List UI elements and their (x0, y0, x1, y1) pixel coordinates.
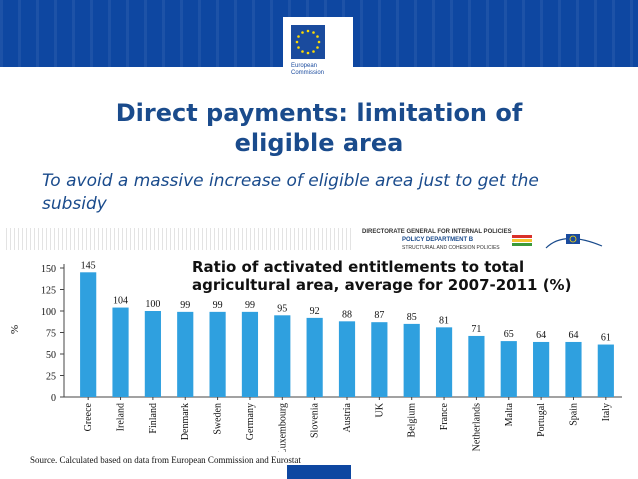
chart-figure: DIRECTORATE GENERAL FOR INTERNAL POLICIE… (4, 224, 634, 474)
bar (597, 344, 614, 397)
x-tick-label: Greece (83, 402, 94, 431)
x-tick-label: UK (374, 402, 385, 417)
y-tick-label: 25 (46, 372, 56, 383)
bar-value-label: 85 (407, 312, 417, 323)
european-parliament-logo-icon (545, 234, 603, 249)
y-tick-label: 125 (41, 286, 56, 297)
x-tick-label: Denmark (180, 403, 191, 440)
y-tick-label: 0 (51, 393, 56, 404)
bar (241, 311, 259, 397)
bar (112, 307, 129, 397)
bar (500, 341, 517, 397)
bar-value-label: 81 (439, 315, 449, 326)
y-tick-label: 100 (41, 307, 56, 318)
footer-tab (287, 465, 351, 479)
logo-line-1: European (291, 63, 318, 69)
bar (533, 341, 550, 397)
bar-value-label: 88 (342, 309, 352, 320)
bar-value-label: 100 (145, 299, 160, 310)
x-tick-label: Finland (148, 403, 159, 434)
bar (435, 327, 453, 397)
policy-department-subtext: STRUCTURAL AND COHESION POLICIES (402, 245, 500, 251)
bar-value-label: 99 (245, 300, 255, 311)
y-axis-label: % (9, 325, 21, 334)
bar-value-label: 99 (213, 300, 223, 311)
bar-chart: Ratio of activated entitlements to total… (9, 258, 622, 452)
x-tick-label: Belgium (407, 403, 418, 438)
bar-value-label: 104 (113, 296, 128, 307)
bar-value-label: 61 (601, 333, 611, 344)
bar (80, 272, 97, 397)
x-tick-label: Slovenia (310, 402, 321, 438)
bar (338, 321, 356, 397)
logo-line-2: Commission (291, 70, 325, 76)
x-tick-label: Sweden (213, 403, 224, 435)
y-tick-label: 50 (46, 350, 56, 361)
bar-value-label: 65 (504, 329, 514, 340)
european-commission-logo: European Commission (283, 17, 353, 87)
dotted-strip (6, 228, 354, 250)
bar-value-label: 64 (536, 330, 546, 341)
x-tick-label: Spain (568, 403, 579, 426)
figure-header: DIRECTORATE GENERAL FOR INTERNAL POLICIE… (4, 224, 634, 254)
bar (274, 315, 291, 397)
bar-value-label: 145 (81, 260, 96, 271)
directorate-text: DIRECTORATE GENERAL FOR INTERNAL POLICIE… (362, 229, 512, 235)
slide-title: Direct payments: limitation of eligible … (0, 98, 638, 158)
x-tick-label: Ireland (116, 403, 127, 431)
y-tick-label: 150 (41, 264, 56, 275)
bar (306, 317, 323, 397)
bar-value-label: 64 (568, 330, 578, 341)
x-tick-label: Malta (504, 402, 515, 426)
chart-bars: 145 104 100 99 99 99 95 92 88 87 85 81 71 65 64 64 61 (80, 260, 614, 397)
logo-text: European Commission (291, 63, 324, 77)
slide-subtitle: To avoid a massive increase of eligible … (42, 171, 539, 214)
y-tick-label: 75 (46, 329, 56, 340)
bar (565, 341, 582, 397)
slide-title-line-1: Direct payments: limitation of (115, 99, 523, 127)
x-tick-label: Luxembourg (277, 403, 288, 452)
x-tick-label: France (439, 402, 450, 430)
bar-value-label: 71 (471, 324, 481, 335)
bar-value-label: 87 (374, 310, 384, 321)
bar (144, 311, 161, 397)
x-tick-label: Germany (245, 403, 256, 440)
bar-value-label: 95 (277, 303, 287, 314)
bar (209, 311, 226, 397)
chart-axes: 0 25 50 75 100 125 150 Greece Ireland Finland Denm… (41, 264, 622, 452)
x-tick-label: Italy (601, 403, 612, 421)
bar (403, 323, 420, 397)
x-tick-label: Portugal (536, 403, 547, 437)
x-tick-label: Netherlands (471, 403, 482, 451)
policy-department-text: POLICY DEPARTMENT B (402, 237, 474, 243)
bar (371, 322, 388, 397)
chart-title-line-2: agricultural area, average for 2007-2011… (192, 276, 571, 294)
chart-title-line-1: Ratio of activated entitlements to total (192, 258, 524, 276)
bar (468, 335, 485, 397)
slide-title-line-2: eligible area (234, 129, 404, 157)
department-color-bars-icon (512, 235, 532, 249)
bar-value-label: 92 (310, 306, 320, 317)
eu-flag-icon (291, 25, 325, 59)
bar (177, 311, 194, 397)
bar-value-label: 99 (180, 300, 190, 311)
chart-source: Source. Calculated based on data from Eu… (30, 455, 301, 465)
x-tick-label: Austria (342, 402, 353, 432)
